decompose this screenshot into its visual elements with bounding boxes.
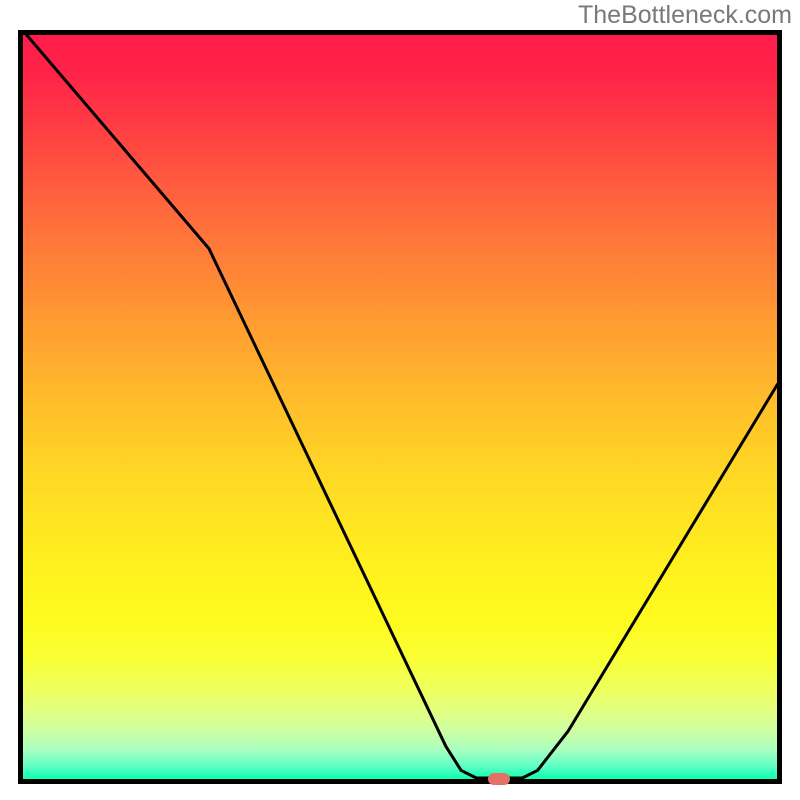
gradient-background xyxy=(18,30,782,784)
minimum-marker xyxy=(488,773,510,785)
chart-container: TheBottleneck.com xyxy=(0,0,800,800)
plot-area xyxy=(18,30,782,784)
watermark-text: TheBottleneck.com xyxy=(578,1,792,30)
